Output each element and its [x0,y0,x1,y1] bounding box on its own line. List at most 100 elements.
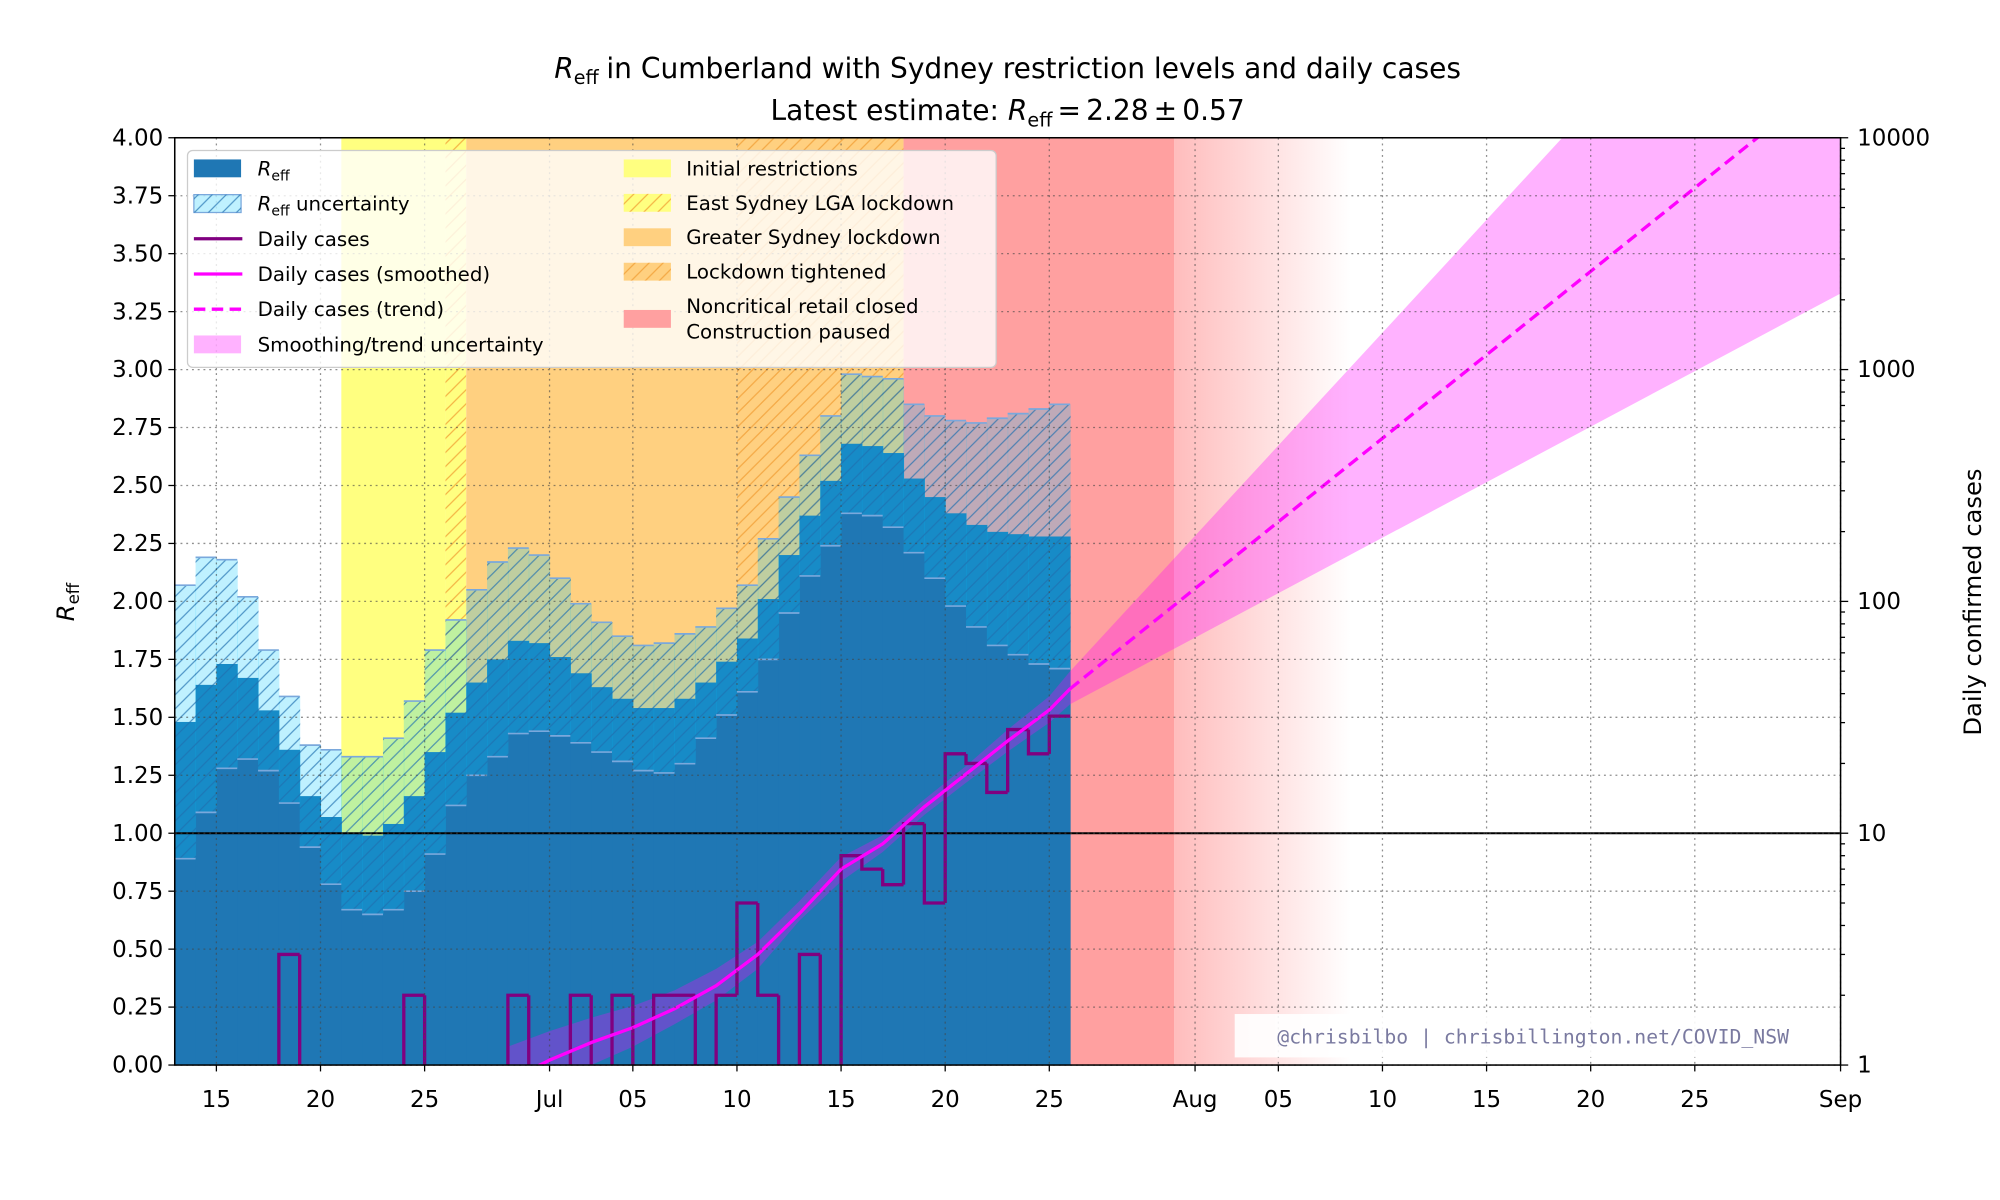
reff-bar [507,640,530,1066]
y2-tick-label: 1000 [1857,357,1915,383]
y2-tick-label: 10000 [1857,125,1930,151]
cases-step [277,952,300,1066]
reff-bar [695,682,717,1066]
cases-step [527,995,531,1066]
reff-bar [882,453,905,1066]
reff-uncertainty-hatch [278,696,301,804]
x-tick-label: 25 [1680,1087,1709,1113]
reff-uncertainty-edge [986,417,1008,647]
reff-uncertainty-edge [403,700,425,893]
x-tick-label: 05 [1264,1087,1293,1113]
watermark-box [1234,1014,1833,1058]
reff-bar [778,555,800,1066]
legend-symbol: R [258,157,272,180]
cases-step [797,952,821,1066]
y-tick-label: 0.75 [112,879,163,905]
reff-uncertainty-hatch [966,422,988,627]
reff-uncertainty-edge [820,415,842,547]
reff-bar [986,531,1009,1066]
reff-uncertainty-hatch [736,585,759,692]
reff-uncertainty-edge [237,595,259,760]
y-tick-label: 0.25 [112,995,163,1021]
reff-uncertainty-hatch [695,626,717,739]
cases-step [985,763,1008,795]
x-tick-label: Aug [1173,1087,1218,1113]
cases-uncertainty-band [1070,137,1841,705]
reff-uncertainty-hatch [861,376,884,516]
y2-tick-label: 100 [1857,589,1901,615]
cases-step [818,954,822,1066]
reff-bar [841,443,863,1066]
reff-uncertainty-hatch [258,650,280,771]
y-tick-label: 3.25 [112,299,163,325]
legend-label: Lockdown tightened [686,261,886,284]
watermark: @chrisbilbo | chrisbillington.net/COVID_… [1277,1025,1789,1048]
cases-step [631,995,635,1066]
x-tick-label: 15 [1472,1087,1501,1113]
reff-uncertainty-edge [716,607,737,716]
reff-uncertainty-edge [507,547,529,735]
legend-patch [193,194,242,213]
reff-uncertainty-edge [882,378,904,529]
y-tick-label: 2.50 [112,473,163,499]
reff-uncertainty-edge [424,649,446,855]
title-subscript: eff [574,66,600,89]
smoothed-line [536,687,1072,1066]
reff-uncertainty-hatch [591,622,613,753]
reff-uncertainty-hatch [1028,408,1050,664]
x-tick-label: 15 [202,1087,231,1113]
reff-uncertainty-hatch [716,608,738,715]
reff-uncertainty-hatch [632,645,655,771]
subtitle-plus-minus: ± [1154,94,1178,127]
reff-uncertainty-edge [799,454,821,577]
reff-uncertainty-hatch [945,420,967,607]
reff-uncertainty-hatch [882,378,905,528]
reff-uncertainty-edge [299,744,321,848]
legend-label: Noncritical retail closed [686,295,918,318]
legend-symbol: R [258,193,272,216]
reff-bar [966,524,988,1066]
legend-label: Greater Sydney lockdown [686,226,940,249]
reff-uncertainty-edge [487,561,508,758]
y-tick-label: 1.75 [112,647,163,673]
y-tick-label: 2.25 [112,531,163,557]
y-tick-label: 1.00 [112,821,163,847]
y-label-symbol: R [52,604,80,621]
x-tick-label: 15 [826,1087,855,1113]
legend-label: Construction paused [686,321,890,344]
subtitle-text: Latest estimate: [771,94,999,127]
reff-bar [674,698,696,1066]
reff-bar [861,446,884,1066]
reff-uncertainty-edge [1028,408,1050,665]
reff-uncertainty-hatch [757,538,780,660]
reff-uncertainty-hatch [653,643,675,773]
reff-bar [736,638,759,1066]
reff-uncertainty-edge [320,748,342,886]
x-tick-label: 10 [1368,1087,1397,1113]
cases-step [860,855,883,871]
legend-patch [623,262,671,281]
reff-bar [716,661,738,1066]
reff-uncertainty-hatch [570,603,592,743]
cases-step [298,954,302,1066]
cases-step [943,752,967,904]
reff-uncertainty-edge [695,626,717,740]
reff-bar [528,643,551,1066]
reff-uncertainty-edge [612,635,633,763]
reff-uncertainty-edge [924,415,946,580]
reff-uncertainty-hatch [466,589,488,776]
cases-step [506,993,529,1066]
legend-label: Daily cases (smoothed) [258,263,490,286]
x-tick-label: Jul [534,1087,564,1113]
reff-uncertainty-edge [1049,403,1071,670]
title-symbol: R [554,52,573,85]
chart-subtitle: Latest estimate: Reff = 2.28 ±0.57 [771,94,1245,131]
reff-bar [632,708,655,1066]
legend-label: Reff [258,157,290,184]
cases-step [881,869,904,887]
reff-bar [299,796,322,1066]
reff-bar [1028,536,1050,1066]
legend-label: Daily cases (trend) [258,298,444,321]
x-tick-label: 05 [618,1087,647,1113]
reff-uncertainty-edge [174,584,196,860]
